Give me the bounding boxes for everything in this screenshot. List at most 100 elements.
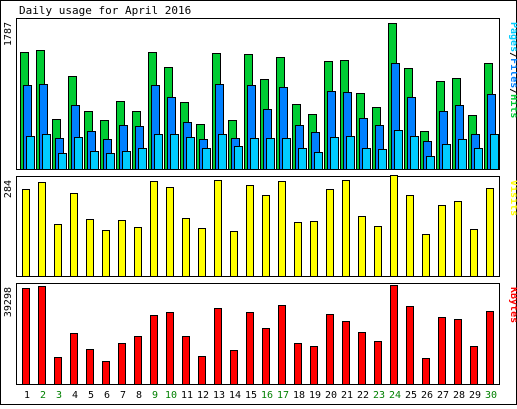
kbytes-bar — [150, 315, 158, 385]
day-label: 5 — [88, 390, 94, 401]
kbytes-bar — [438, 317, 446, 385]
legend-files: Files — [508, 58, 517, 88]
day-label: 28 — [453, 390, 465, 401]
kbytes-bars — [22, 285, 494, 385]
visits-bar — [246, 185, 254, 277]
day-label: 4 — [72, 390, 78, 401]
day-label: 7 — [120, 390, 126, 401]
pages-bar — [186, 137, 195, 170]
day-label: 29 — [469, 390, 481, 401]
kbytes-bar — [374, 341, 382, 385]
pages-bar — [378, 149, 387, 170]
pages-bar — [314, 152, 323, 170]
day-label: 26 — [421, 390, 433, 401]
pages-bar — [202, 148, 211, 170]
hits-ymax-label: 1787 — [3, 22, 14, 46]
hits-files-pages-panel: 1787 Pages/Files/Hits — [3, 18, 517, 170]
pages-bar — [42, 134, 51, 170]
visits-bar — [406, 195, 414, 277]
pages-bar — [490, 134, 499, 170]
pages-bar — [474, 148, 483, 170]
visits-ymax-label: 284 — [3, 180, 14, 198]
kbytes-bar — [166, 312, 174, 385]
visits-bar — [342, 180, 350, 277]
visits-bar — [278, 181, 286, 277]
kbytes-bar — [406, 306, 414, 385]
day-label: 9 — [152, 390, 158, 401]
legend-hits: Hits — [508, 94, 517, 118]
visits-bars — [22, 175, 494, 277]
day-label: 17 — [277, 390, 289, 401]
pages-bar — [122, 151, 131, 170]
kbytes-ymax-label: 39298 — [3, 287, 14, 317]
kbytes-bar — [310, 346, 318, 385]
visits-bar — [262, 195, 270, 277]
day-label: 23 — [373, 390, 385, 401]
legend-pages: Pages — [508, 22, 517, 52]
day-labels: 1 2 3 4 5 6 7 8 9 10 11 12 13 14 15 16 17 18 19 20 21 22 23 24 2… — [24, 390, 497, 401]
kbytes-bar — [118, 343, 126, 385]
kbytes-panel: 39298 KBytes — [3, 283, 517, 385]
visits-bar — [38, 182, 46, 277]
pages-bar — [298, 148, 307, 170]
legend-visits: Visits — [508, 180, 517, 216]
pages-bar — [362, 148, 371, 170]
day-label: 21 — [341, 390, 353, 401]
kbytes-bar — [262, 328, 270, 385]
pages-bar — [106, 153, 115, 170]
day-label: 22 — [357, 390, 369, 401]
day-label: 30 — [485, 390, 497, 401]
hits-bars — [20, 23, 499, 170]
pages-bar — [138, 148, 147, 170]
kbytes-bar — [390, 285, 398, 385]
visits-bar — [22, 189, 30, 277]
day-label: 1 — [24, 390, 30, 401]
pages-bar — [426, 156, 435, 170]
visits-bar — [390, 175, 398, 277]
day-label: 6 — [104, 390, 110, 401]
visits-bar — [182, 218, 190, 277]
day-label: 3 — [56, 390, 62, 401]
pages-bar — [442, 144, 451, 170]
day-label: 11 — [181, 390, 193, 401]
visits-bar — [230, 231, 238, 277]
day-label: 14 — [229, 390, 241, 401]
pages-bar — [282, 138, 291, 170]
visits-bar — [438, 205, 446, 277]
pages-bar — [90, 151, 99, 170]
legend-separator: / — [508, 52, 517, 58]
visits-bar — [422, 234, 430, 277]
pages-bar — [26, 136, 35, 170]
pages-bar — [74, 137, 83, 170]
chart-title: Daily usage for April 2016 — [19, 4, 191, 17]
day-label: 13 — [213, 390, 225, 401]
legend-separator: / — [508, 88, 517, 94]
kbytes-bar — [86, 349, 94, 385]
pages-bar — [58, 153, 67, 170]
visits-bar — [118, 220, 126, 277]
day-label: 20 — [325, 390, 337, 401]
day-label: 15 — [245, 390, 257, 401]
visits-bar — [486, 188, 494, 277]
pages-bar — [458, 139, 467, 170]
visits-bar — [86, 219, 94, 277]
kbytes-bar — [230, 350, 238, 385]
kbytes-bar — [422, 358, 430, 385]
day-label: 8 — [136, 390, 142, 401]
day-label: 24 — [389, 390, 401, 401]
kbytes-bar — [278, 305, 286, 385]
pages-bar — [266, 138, 275, 170]
pages-bar — [154, 134, 163, 170]
visits-panel-background — [16, 176, 500, 277]
day-label: 27 — [437, 390, 449, 401]
visits-bar — [326, 189, 334, 277]
pages-bar — [218, 134, 227, 170]
kbytes-bar — [246, 312, 254, 385]
visits-bar — [310, 221, 318, 277]
day-label: 16 — [261, 390, 273, 401]
kbytes-bar — [22, 288, 30, 385]
kbytes-bar — [214, 308, 222, 385]
visits-bar — [134, 227, 142, 277]
